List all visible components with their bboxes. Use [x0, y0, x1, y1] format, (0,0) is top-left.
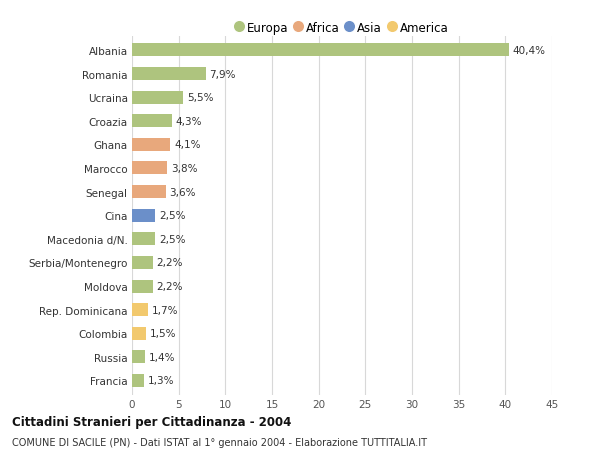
Bar	[132, 91, 184, 105]
Bar	[132, 68, 206, 81]
Text: 2,5%: 2,5%	[159, 211, 185, 221]
Bar	[132, 209, 155, 222]
Bar	[132, 374, 144, 387]
Bar	[132, 162, 167, 175]
Bar	[132, 45, 509, 57]
Bar	[132, 186, 166, 199]
Bar	[132, 233, 155, 246]
Bar	[132, 327, 146, 340]
Text: 2,5%: 2,5%	[159, 234, 185, 244]
Text: 2,2%: 2,2%	[156, 281, 183, 291]
Text: Cittadini Stranieri per Cittadinanza - 2004: Cittadini Stranieri per Cittadinanza - 2…	[12, 415, 292, 428]
Bar	[132, 351, 145, 364]
Text: 1,7%: 1,7%	[152, 305, 178, 315]
Text: 3,8%: 3,8%	[171, 163, 198, 174]
Text: 2,2%: 2,2%	[156, 258, 183, 268]
Bar	[132, 280, 152, 293]
Text: 4,1%: 4,1%	[174, 140, 200, 150]
Bar	[132, 139, 170, 151]
Bar	[132, 257, 152, 269]
Text: 3,6%: 3,6%	[169, 187, 196, 197]
Bar	[132, 115, 172, 128]
Text: 1,3%: 1,3%	[148, 375, 175, 386]
Text: 1,4%: 1,4%	[149, 352, 175, 362]
Legend: Europa, Africa, Asia, America: Europa, Africa, Asia, America	[233, 19, 451, 37]
Bar	[132, 303, 148, 316]
Text: 1,5%: 1,5%	[150, 329, 176, 338]
Text: 40,4%: 40,4%	[513, 46, 546, 56]
Text: 4,3%: 4,3%	[176, 117, 202, 127]
Text: 5,5%: 5,5%	[187, 93, 214, 103]
Text: 7,9%: 7,9%	[209, 69, 236, 79]
Text: COMUNE DI SACILE (PN) - Dati ISTAT al 1° gennaio 2004 - Elaborazione TUTTITALIA.: COMUNE DI SACILE (PN) - Dati ISTAT al 1°…	[12, 437, 427, 447]
